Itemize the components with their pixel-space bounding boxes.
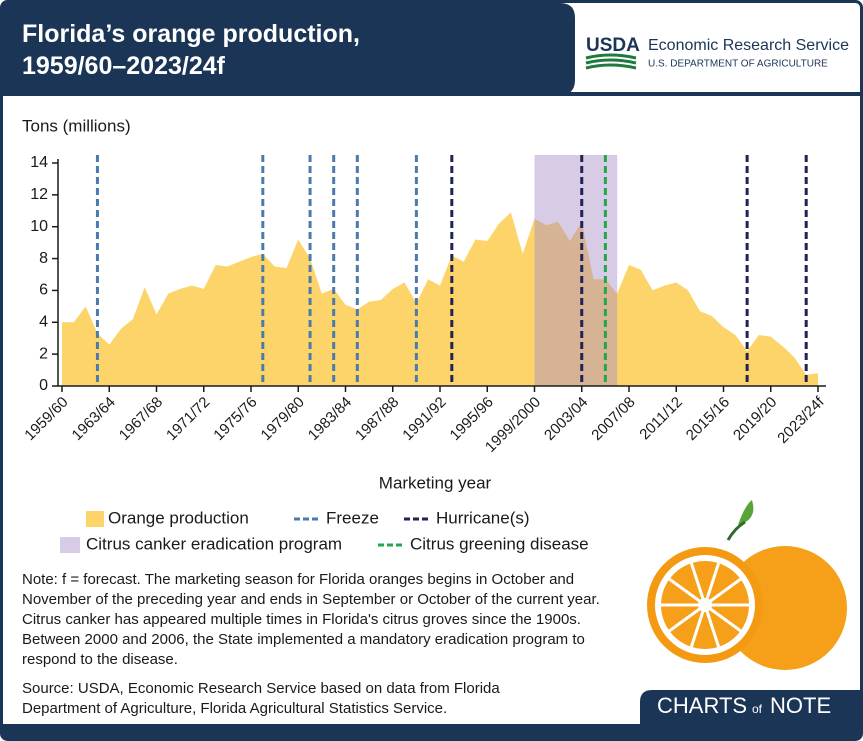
y-tick-label: 8: [39, 250, 48, 267]
y-tick-label: 10: [30, 218, 48, 235]
y-tick-label: 6: [39, 282, 48, 299]
legend-label: Citrus canker eradication program: [86, 534, 342, 553]
logo-of: of: [752, 702, 763, 716]
legend-label: Freeze: [326, 508, 379, 527]
source: Source: USDA, Economic Research Service …: [22, 680, 500, 717]
logo-department: U.S. DEPARTMENT OF AGRICULTURE: [648, 59, 828, 70]
area: [62, 212, 818, 386]
footer-band: [3, 724, 860, 738]
legend-label: Orange production: [108, 508, 249, 527]
y-axis-title: Tons (millions): [22, 116, 131, 135]
y-tick-label: 4: [39, 314, 48, 331]
header-band: [3, 3, 575, 95]
logo-charts: CHARTS: [657, 693, 747, 718]
y-tick-label: 14: [30, 154, 48, 171]
y-tick-label: 0: [39, 377, 48, 394]
y-tick-label: 12: [30, 186, 48, 203]
logo-acronym: USDA: [586, 35, 640, 56]
logo-mark: [585, 53, 637, 70]
legend-label: Hurricane(s): [436, 508, 530, 527]
y-tick-label: 2: [39, 345, 48, 362]
note: Note: f = forecast. The marketing season…: [22, 571, 600, 668]
legend-swatch: [86, 511, 104, 527]
logo-note: NOTE: [770, 693, 831, 718]
x-axis-title: Marketing year: [379, 473, 492, 492]
span: [534, 155, 618, 386]
orange-illustration: [647, 500, 847, 670]
logo-agency: Economic Research Service: [648, 37, 849, 54]
legend-label: Citrus greening disease: [410, 534, 589, 553]
footer-box: [640, 690, 860, 724]
legend-swatch: [60, 537, 80, 553]
header-rule: [3, 92, 860, 96]
title: Florida’s orange production, 1959/60–202…: [22, 20, 360, 80]
